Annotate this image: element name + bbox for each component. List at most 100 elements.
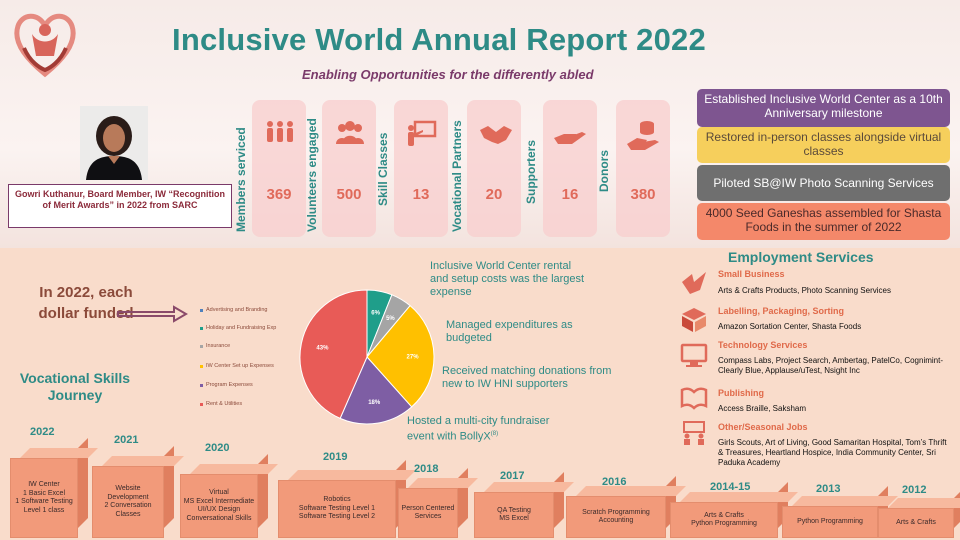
step-box-top — [288, 470, 416, 480]
stat-label-members: Members serviced — [234, 127, 248, 232]
stat-card-supporters — [543, 100, 597, 237]
vocational-step-year: 2016 — [602, 476, 627, 488]
vocational-step-text: Person Centered Services — [401, 504, 455, 521]
legend-label: Advertising and Branding — [206, 307, 268, 313]
giving-hand-icon — [554, 132, 586, 144]
vocational-step-text: Website Development 2 Conversation Class… — [104, 485, 152, 518]
vocational-step-text: Arts & Crafts — [896, 518, 936, 526]
vocational-step-box — [180, 474, 258, 538]
note-superscript: (8) — [490, 431, 499, 437]
heart-hands-logo-icon — [14, 13, 76, 78]
step-box-top — [102, 456, 184, 466]
note-budget: Managed expenditures as budgeted — [446, 319, 573, 344]
legend-item: Insurance — [200, 343, 230, 349]
vocational-step-box — [474, 492, 554, 538]
pie-slice-label: 43% — [316, 346, 329, 352]
legend-item: IW Center Set up Expenses — [200, 363, 274, 369]
stat-label-volunteers: Volunteers engaged — [305, 118, 319, 232]
page-subtitle: Enabling Opportunities for the different… — [302, 67, 594, 82]
note-fundraiser-text: Hosted a multi-city fundraiser event wit… — [407, 415, 550, 443]
stat-value-members: 369 — [266, 186, 292, 203]
pie-slice-label: 6% — [371, 310, 380, 316]
page-title: Inclusive World Annual Report 2022 — [172, 22, 706, 57]
origami-bird-icon — [682, 272, 706, 294]
vocational-step-box — [278, 480, 396, 538]
vocational-step-text: Robotics Software Testing Level 1 Softwa… — [298, 496, 376, 521]
emp-body-small-business: Arts & Crafts Products, Photo Scanning S… — [718, 286, 891, 295]
vocational-step-text: Arts & Crafts Python Programming — [691, 511, 757, 528]
computer-monitor-icon — [680, 343, 708, 367]
legend-item: Holiday and Fundraising Exp — [200, 325, 276, 331]
vocational-step-year: 2014-15 — [710, 481, 751, 493]
legend-swatch — [200, 326, 203, 330]
package-box-icon — [682, 308, 706, 332]
step-box-top — [484, 482, 574, 492]
pie-svg: 0%6%5%27%18%43% — [299, 289, 435, 425]
legend-swatch — [200, 402, 203, 406]
expense-pie-chart: 0%6%5%27%18%43% — [298, 288, 436, 426]
vocational-step-year: 2021 — [114, 434, 139, 446]
stat-value-supporters: 16 — [561, 186, 579, 203]
emp-body-other: Girls Scouts, Art of Living, Good Samari… — [718, 438, 947, 467]
emp-body-technology: Compass Labs, Project Search, Ambertag, … — [718, 356, 943, 375]
stat-value-volunteers: 500 — [336, 186, 362, 203]
pie-slice — [366, 304, 435, 408]
vocational-step-text: IW Center 1 Basic Excel 1 Software Testi… — [15, 481, 73, 514]
group-icon — [336, 121, 364, 144]
legend-item: Program Expenses — [200, 382, 253, 388]
stat-label-skill-classes: Skill Classes — [376, 132, 390, 206]
emp-head-small-business: Small Business — [718, 269, 785, 279]
vocational-step-box — [10, 458, 78, 538]
stat-value-partners: 20 — [485, 186, 503, 203]
vocational-step-box — [878, 508, 954, 538]
highlight-center-milestone: Established Inclusive World Center as a … — [697, 89, 950, 127]
stat-label-supporters: Supporters — [524, 139, 538, 204]
classroom-icon — [683, 421, 705, 445]
step-box-top — [888, 498, 960, 508]
legend-swatch — [200, 364, 203, 368]
vocational-step-year: 2013 — [816, 483, 841, 495]
vocational-step-text: Scratch Programming Accounting — [582, 508, 650, 525]
legend-swatch — [200, 344, 203, 348]
vocational-step-text: Virtual MS Excel Intermediate UI/UX Desi… — [183, 489, 255, 522]
vocational-step-text: QA Testing MS Excel — [497, 506, 531, 523]
vocational-step-year: 2019 — [323, 451, 348, 463]
legend-swatch — [200, 383, 203, 387]
pie-slice-label: 27% — [407, 354, 420, 360]
step-box-side — [458, 468, 468, 528]
highlight-seed-ganeshas: 4000 Seed Ganeshas assembled for Shasta … — [697, 203, 950, 240]
emp-head-labelling: Labelling, Packaging, Sorting — [718, 306, 845, 316]
step-box-top — [792, 496, 898, 506]
pie-slice — [339, 356, 413, 425]
step-box-top — [680, 492, 798, 502]
step-box-top — [190, 464, 278, 474]
stat-label-partners: Vocational Partners — [450, 120, 464, 232]
highlight-in-person-classes: Restored in-person classes alongside vir… — [697, 127, 950, 163]
vocational-step-box — [92, 466, 164, 538]
legend-label: Insurance — [206, 343, 231, 349]
note-matching-donations: Received matching donations from new to … — [442, 365, 612, 390]
legend-label: Rent & Utilities — [206, 401, 243, 407]
vocational-step-text: Python Programming — [797, 517, 863, 525]
highlight-photo-scanning: Piloted SB@IW Photo Scanning Services — [697, 165, 950, 201]
emp-head-technology: Technology Services — [718, 340, 808, 350]
employment-title: Employment Services — [728, 249, 874, 265]
open-book-icon — [680, 387, 708, 410]
vocational-step-year: 2022 — [30, 426, 55, 438]
step-box-top — [408, 478, 478, 488]
people-icon — [267, 121, 293, 142]
funding-heading: In 2022, each dollar funded — [38, 284, 134, 322]
pie-slice-label: 18% — [368, 400, 381, 406]
step-box-top — [20, 448, 98, 458]
handshake-icon — [480, 126, 512, 144]
emp-head-other: Other/Seasonal Jobs — [718, 422, 808, 432]
profile-photo — [80, 106, 148, 180]
vocational-step-year: 2017 — [500, 470, 525, 482]
arrow-right-icon — [117, 305, 188, 323]
emp-head-publishing: Publishing — [718, 388, 764, 398]
legend-swatch — [200, 308, 203, 312]
stat-value-donors: 380 — [630, 186, 656, 203]
vocational-step-box — [398, 488, 458, 538]
teacher-board-icon — [408, 120, 437, 146]
profile-caption: Gowri Kuthanur, Board Member, IW “Recogn… — [8, 184, 232, 228]
